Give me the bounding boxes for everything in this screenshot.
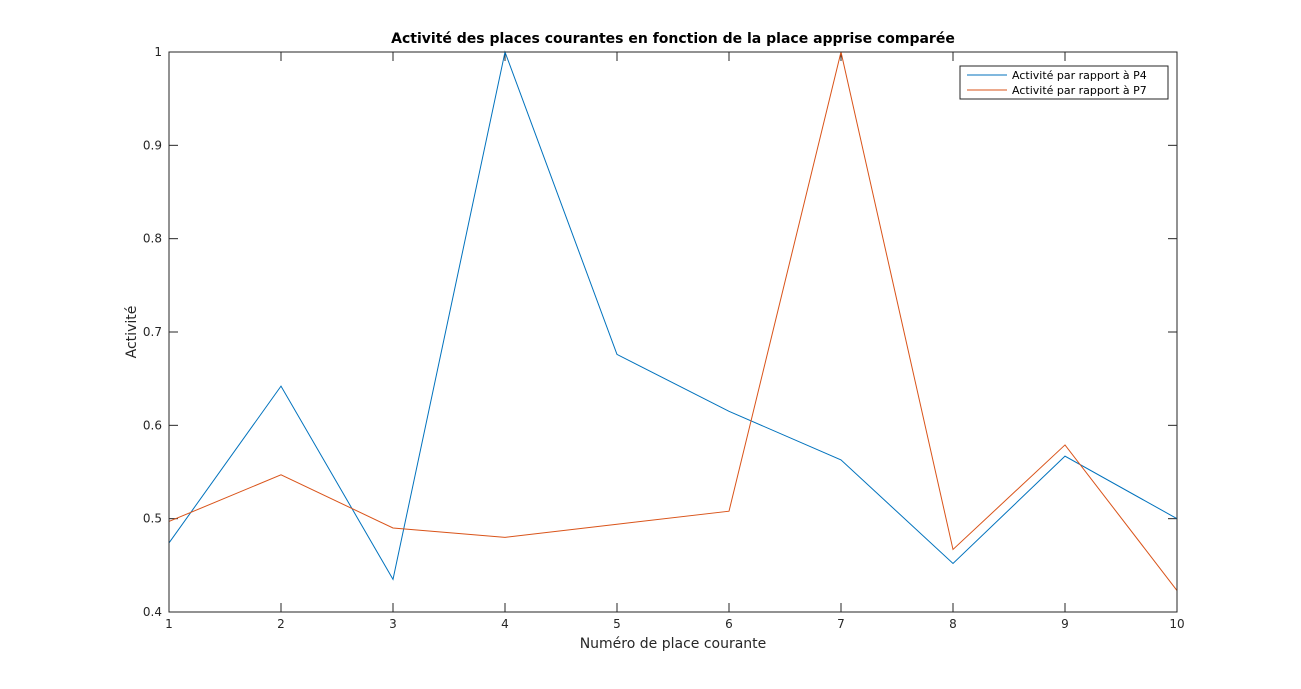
legend-box [959, 65, 1169, 100]
y-tick-label: 0.4 [143, 605, 162, 619]
y-tick-label: 0.8 [143, 232, 162, 246]
legend: Activité par rapport à P4 Activité par ra… [959, 65, 1169, 100]
x-tick-label: 8 [949, 617, 957, 631]
x-tick-label: 4 [501, 617, 509, 631]
series-line-1 [168, 50, 1178, 581]
y-tick-label: 0.7 [143, 325, 162, 339]
series-line-2 [168, 51, 1178, 591]
y-tick-label: 1 [154, 45, 162, 59]
x-axis-label: Numéro de place courante [580, 636, 767, 652]
x-tick-label: 5 [613, 617, 621, 631]
x-tick-label: 2 [277, 617, 285, 631]
y-tick-label: 0.6 [143, 418, 162, 432]
x-tick-label: 10 [1169, 617, 1184, 631]
x-tick-label: 7 [837, 617, 845, 631]
y-axis-label: Activité [124, 306, 140, 359]
x-tick-label: 9 [1061, 617, 1069, 631]
legend-label-2: Activité par rapport à P7 [1012, 84, 1147, 97]
y-tick-label: 0.5 [143, 512, 162, 526]
plot-area [169, 52, 1177, 612]
legend-label-1: Activité par rapport à P4 [1012, 69, 1147, 82]
x-tick-label: 3 [389, 617, 397, 631]
chart-title: Activité des places courantes en fonctio… [391, 31, 955, 47]
plot-frame [168, 51, 1178, 613]
x-tick-label: 6 [725, 617, 733, 631]
x-tick-label: 1 [165, 617, 173, 631]
y-tick-label: 0.9 [143, 138, 162, 152]
